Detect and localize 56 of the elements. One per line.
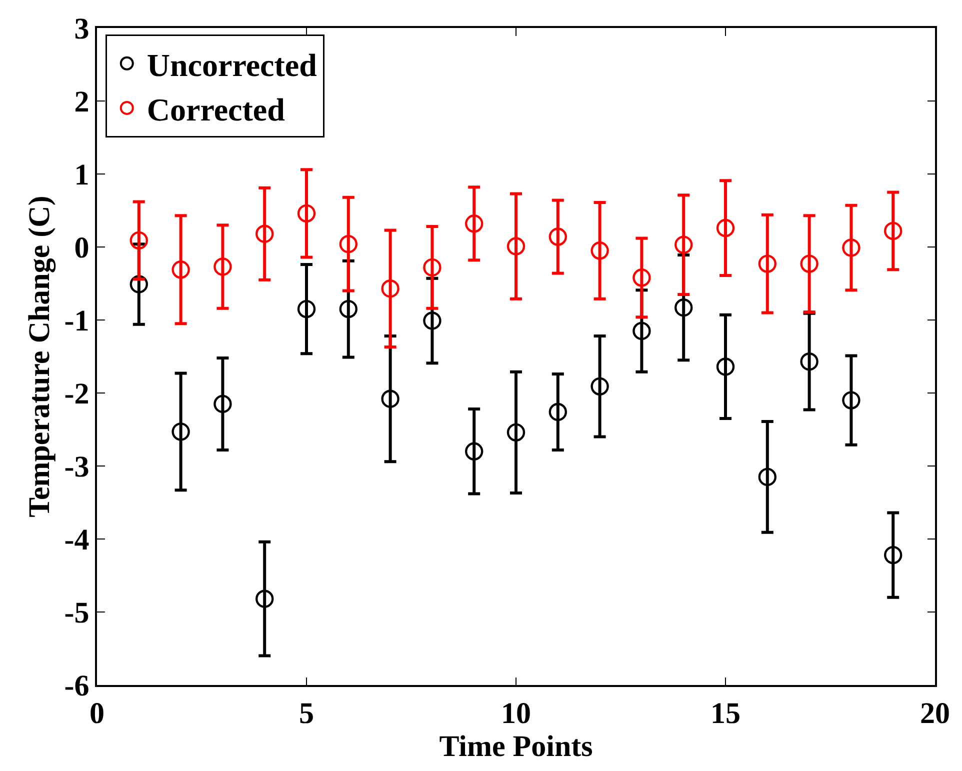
y-tick-label: -6 (64, 670, 90, 702)
y-axis-title: Temperature Change (C) (22, 196, 56, 518)
y-tick-label: 3 (74, 12, 90, 46)
y-tick-label: -2 (64, 378, 90, 410)
point (214, 258, 232, 276)
point (800, 352, 818, 371)
point (842, 391, 860, 410)
point (172, 422, 190, 441)
point (506, 237, 526, 256)
y-tick-label: 0 (74, 232, 90, 264)
legend-label: Corrected (146, 91, 286, 128)
x-tick-label: 5 (299, 696, 314, 730)
point (800, 254, 818, 273)
point (716, 358, 735, 376)
y-tick-label: -5 (64, 596, 90, 630)
point (506, 423, 526, 442)
point (590, 377, 609, 396)
x-tick-label: 20 (920, 696, 950, 730)
legend-label: Uncorrected (146, 46, 318, 83)
point (172, 260, 190, 279)
point (632, 322, 651, 340)
point (130, 275, 148, 294)
point (674, 298, 693, 317)
x-axis-title: Time Points (439, 730, 593, 763)
point (548, 402, 567, 422)
point (674, 236, 693, 254)
point (381, 390, 400, 408)
point (297, 300, 316, 318)
point (339, 300, 358, 318)
point (590, 242, 609, 260)
y-tick-label: -3 (64, 450, 90, 484)
point (256, 590, 274, 608)
point (214, 394, 232, 414)
point (256, 224, 274, 243)
point (716, 218, 735, 238)
point (381, 280, 400, 298)
y-tick-label: -1 (64, 304, 90, 338)
point (297, 204, 316, 223)
point (130, 231, 148, 250)
x-tick-label: 10 (501, 696, 531, 730)
point (548, 228, 567, 246)
point (758, 468, 776, 486)
point (758, 254, 776, 273)
point (842, 238, 860, 257)
point (423, 258, 442, 277)
y-tick-label: -4 (64, 524, 90, 556)
point (465, 214, 484, 233)
y-tick-label: 1 (74, 158, 90, 192)
point (465, 442, 484, 460)
point (339, 234, 358, 254)
point (884, 546, 902, 564)
x-tick-label: 15 (710, 696, 740, 730)
point (632, 268, 651, 287)
point (423, 312, 442, 330)
y-tick-label: 2 (74, 86, 90, 118)
point (884, 222, 902, 240)
